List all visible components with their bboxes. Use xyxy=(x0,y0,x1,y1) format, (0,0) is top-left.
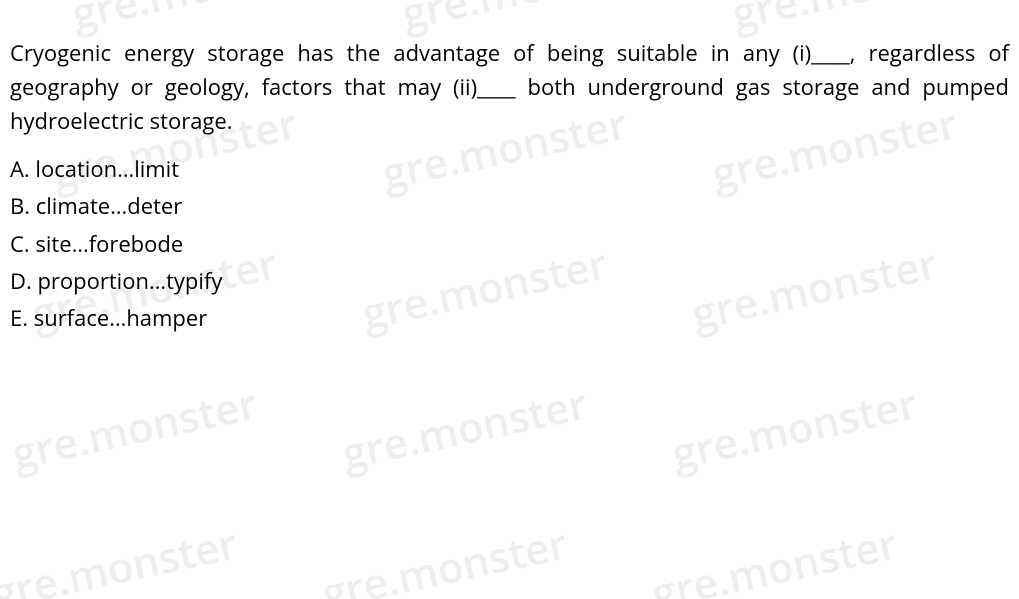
choice-d: D. proportion…typify xyxy=(10,264,1009,299)
watermark-text: gre.monster xyxy=(667,375,922,483)
content-area: Cryogenic energy storage has the advanta… xyxy=(0,0,1019,348)
watermark-text: gre.monster xyxy=(317,515,572,599)
watermark-text: gre.monster xyxy=(337,375,592,483)
watermark-text: gre.monster xyxy=(647,515,902,599)
question-text: Cryogenic energy storage has the advanta… xyxy=(10,36,1009,138)
choice-b: B. climate…deter xyxy=(10,189,1009,224)
choice-c: C. site…forebode xyxy=(10,227,1009,262)
watermark-text: gre.monster xyxy=(7,375,262,483)
answer-choices: A. location…limit B. climate…deter C. si… xyxy=(10,152,1009,336)
choice-e: E. surface…hamper xyxy=(10,301,1009,336)
choice-a: A. location…limit xyxy=(10,152,1009,187)
watermark-text: gre.monster xyxy=(0,515,242,599)
